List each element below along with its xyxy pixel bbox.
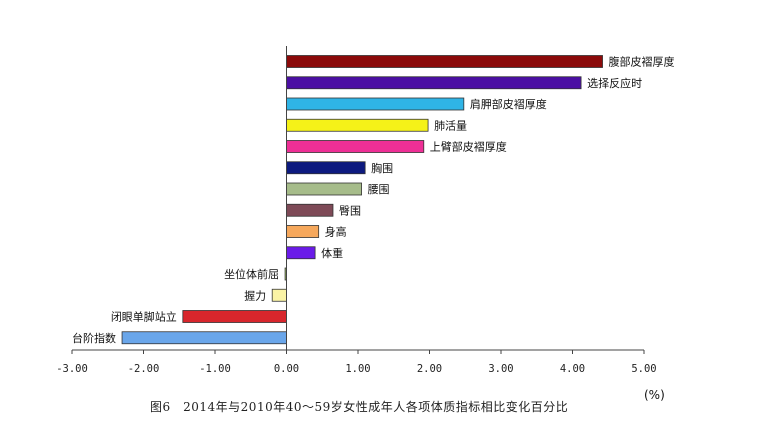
- bar-10: [286, 246, 316, 260]
- x-tick-label: 0.00: [274, 363, 299, 375]
- x-tick-label: -1.00: [199, 363, 231, 375]
- bar-8: [286, 203, 334, 217]
- x-tick-label: 4.00: [560, 363, 585, 375]
- x-tick-label: 5.00: [631, 363, 656, 375]
- chart-caption: 图6 2014年与2010年40～59岁女性成年人各项体质指标相比变化百分比: [150, 400, 569, 414]
- x-tick-label: 1.00: [345, 363, 370, 375]
- category-labels-layer: 腹部皮褶厚度选择反应时肩胛部皮褶厚度肺活量上臂部皮褶厚度胸围腰围臀围身高体重坐位…: [72, 55, 674, 345]
- bar-2: [286, 76, 582, 90]
- category-label: 闭眼单脚站立: [111, 310, 177, 324]
- category-label: 腹部皮褶厚度: [609, 55, 675, 69]
- category-label: 臀围: [339, 204, 361, 217]
- category-label: 肺活量: [434, 119, 467, 132]
- bar-5: [286, 140, 425, 153]
- bar-14: [121, 331, 287, 345]
- category-label: 肩胛部皮褶厚度: [470, 97, 547, 111]
- axis-layer: -3.00 -2.00 -1.00 0.00 1.00 2.00 3.00 4.00 5.00: [56, 46, 657, 375]
- category-label: 胸围: [371, 161, 393, 175]
- category-label: 身高: [325, 225, 347, 239]
- category-label: 体重: [321, 246, 343, 260]
- category-label: 上臂部皮褶厚度: [430, 140, 507, 154]
- category-label: 选择反应时: [587, 76, 642, 90]
- bar-9: [286, 225, 320, 238]
- bar-1: [286, 55, 603, 68]
- x-tick-label: -3.00: [56, 363, 88, 375]
- x-tick-label: 3.00: [488, 363, 513, 375]
- category-label: 台阶指数: [72, 331, 116, 345]
- category-label: 坐位体前屈: [224, 267, 279, 281]
- category-label: 腰围: [368, 183, 390, 196]
- x-tick-label: -2.00: [128, 363, 160, 375]
- category-label: 握力: [244, 288, 266, 302]
- x-tick-label: 2.00: [417, 363, 442, 375]
- bar-4: [286, 118, 429, 132]
- bar-6: [286, 161, 366, 175]
- bar-3: [286, 97, 465, 111]
- bar-12: [271, 288, 287, 302]
- unit-label: (%): [644, 388, 665, 402]
- bar-13: [182, 310, 287, 323]
- bar-7: [286, 182, 362, 196]
